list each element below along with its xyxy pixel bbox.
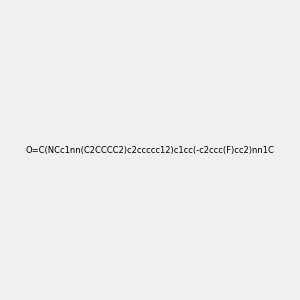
- Text: O=C(NCc1nn(C2CCCC2)c2ccccc12)c1cc(-c2ccc(F)cc2)nn1C: O=C(NCc1nn(C2CCCC2)c2ccccc12)c1cc(-c2ccc…: [26, 146, 275, 154]
